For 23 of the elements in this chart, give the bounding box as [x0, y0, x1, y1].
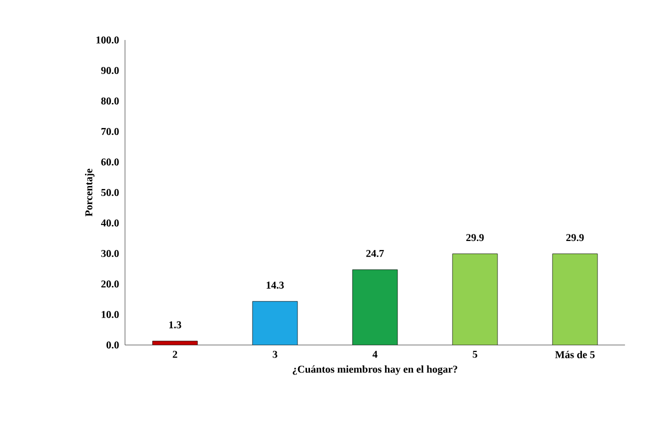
x-tick-label: 2 [172, 350, 178, 358]
data-label: 24.7 [366, 250, 384, 258]
x-tick-label: 4 [372, 350, 378, 358]
data-label: 29.9 [466, 234, 484, 242]
x-axis-title: ¿Cuántos miembros hay en el hogar? [292, 365, 458, 375]
data-label: 1.3 [169, 321, 182, 328]
y-tick-label: 50.0 [101, 188, 119, 196]
y-tick-label: 60.0 [101, 158, 119, 166]
x-tick-label: 5 [472, 350, 478, 358]
data-label: 14.3 [266, 282, 284, 289]
y-tick-label: 0.0 [106, 341, 119, 349]
data-label: 29.9 [566, 234, 584, 242]
y-tick-label: 10.0 [102, 310, 119, 318]
y-tick-label: 80.0 [101, 97, 119, 105]
y-axis-title: Porcentaje [84, 168, 94, 216]
x-tick-label: Más de 5 [555, 350, 595, 358]
x-tick-label: 3 [272, 350, 278, 358]
y-tick-label: 40.0 [101, 219, 119, 227]
y-tick-label: 20.0 [101, 280, 119, 288]
y-tick-label: 90.0 [101, 66, 119, 74]
y-tick-label: 100.0 [96, 36, 119, 44]
y-tick-label: 30.0 [101, 250, 119, 258]
y-tick-label: 70.0 [101, 128, 119, 136]
